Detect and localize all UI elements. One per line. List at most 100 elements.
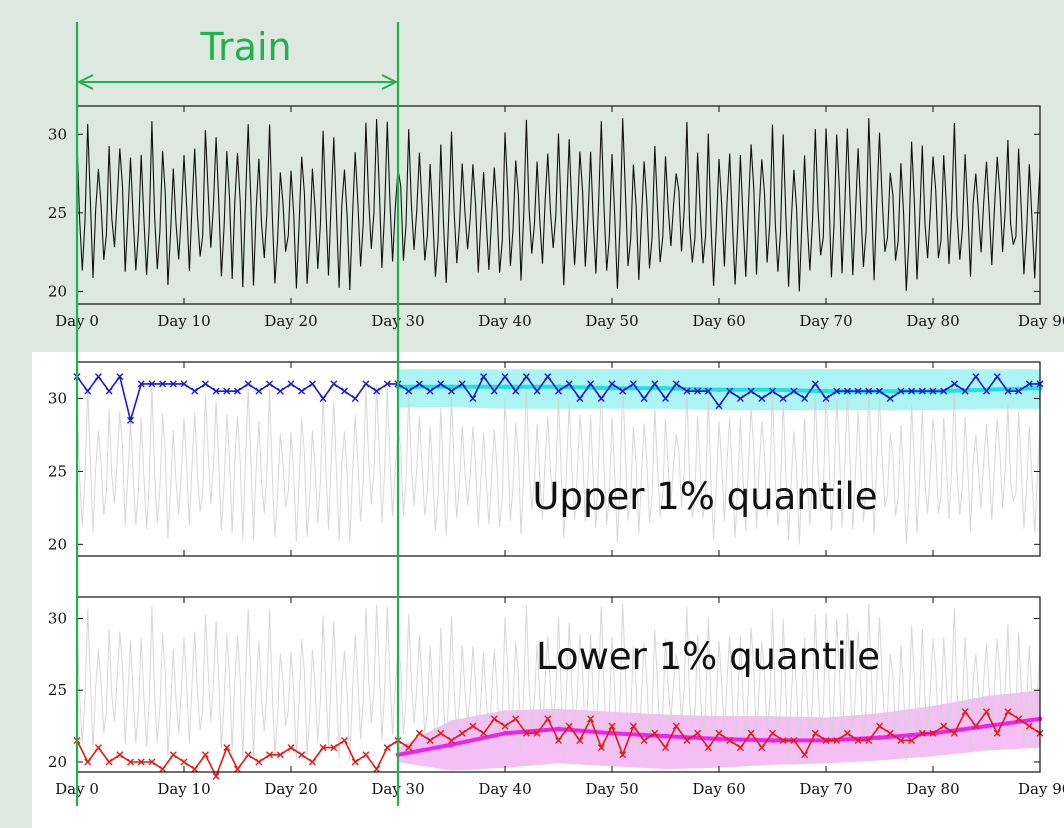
predicted-quantile-point bbox=[449, 384, 454, 390]
observed-quantile-marker bbox=[811, 729, 819, 737]
train-arrow-left-head bbox=[76, 74, 94, 90]
predicted-quantile-point bbox=[663, 733, 668, 739]
observed-quantile-marker bbox=[266, 380, 274, 388]
observed-quantile-marker bbox=[533, 729, 541, 737]
observed-quantile-marker bbox=[950, 380, 958, 388]
observed-quantile-marker bbox=[244, 751, 252, 759]
observed-quantile-marker bbox=[501, 373, 509, 381]
observed-quantile-marker bbox=[790, 736, 798, 744]
observed-quantile-marker bbox=[373, 387, 381, 395]
observed-quantile-marker bbox=[736, 394, 744, 402]
observed-quantile-marker bbox=[726, 736, 734, 744]
predicted-quantile-point bbox=[502, 384, 508, 390]
observed-quantile-marker bbox=[94, 744, 102, 752]
observed-quantile-marker bbox=[555, 736, 562, 744]
train-window-marker bbox=[75, 22, 400, 806]
predicted-quantile-point bbox=[716, 387, 722, 393]
observed-quantile-marker bbox=[415, 380, 423, 388]
observed-quantile-marker bbox=[565, 722, 573, 730]
observed-quantile-marker bbox=[223, 744, 231, 752]
observed-quantile-marker bbox=[191, 387, 199, 395]
observed-quantile-marker bbox=[565, 380, 573, 388]
y-tick-label: 20 bbox=[48, 535, 67, 553]
x-tick-label: Day 10 bbox=[157, 312, 210, 330]
x-tick-label: Day 40 bbox=[478, 780, 531, 798]
observed-quantile-marker bbox=[287, 380, 295, 388]
observed-quantile-marker bbox=[276, 387, 284, 395]
x-tick-label: Day 60 bbox=[692, 780, 745, 798]
observed-quantile-marker bbox=[298, 751, 306, 759]
x-tick-label: Day 60 bbox=[692, 312, 745, 330]
observed-quantile-marker bbox=[191, 765, 199, 773]
observed-quantile-marker bbox=[983, 708, 990, 716]
observed-quantile-marker bbox=[608, 722, 616, 730]
observed-quantile-marker bbox=[865, 387, 873, 395]
observed-quantile-marker bbox=[180, 758, 188, 766]
observed-quantile-marker bbox=[490, 387, 498, 395]
observed-quantile-marker bbox=[726, 387, 734, 395]
observed-quantile-marker bbox=[929, 387, 937, 395]
observed-quantile-marker bbox=[362, 380, 370, 388]
observed-quantile-marker bbox=[1004, 708, 1012, 716]
observed-quantile-marker bbox=[544, 715, 552, 723]
observed-quantile-marker bbox=[180, 380, 188, 388]
observed-quantile-marker bbox=[843, 387, 851, 395]
observed-quantile-marker bbox=[801, 751, 809, 759]
observed-quantile-marker bbox=[201, 751, 209, 759]
observed-quantile-marker bbox=[319, 744, 327, 752]
observed-quantile-marker bbox=[918, 387, 926, 395]
observed-quantile-marker bbox=[833, 387, 841, 395]
observed-quantile-marker bbox=[940, 387, 948, 395]
observed-quantile-marker bbox=[266, 751, 274, 759]
observed-quantile-marker bbox=[105, 387, 113, 395]
observed-quantile-marker bbox=[501, 722, 509, 730]
observed-quantile-marker bbox=[223, 387, 231, 395]
observed-quantile-marker bbox=[704, 744, 712, 752]
observed-quantile-marker bbox=[308, 380, 316, 388]
observed-quantile-marker bbox=[683, 387, 691, 395]
observed-quantile-marker bbox=[886, 394, 894, 402]
observed-quantile-marker bbox=[437, 380, 445, 388]
observed-quantile-marker bbox=[876, 722, 883, 730]
observed-quantile-marker bbox=[704, 387, 712, 395]
x-tick-label: Day 90 bbox=[1018, 312, 1064, 330]
observed-quantile-marker bbox=[94, 373, 102, 381]
observed-quantile-marker bbox=[555, 387, 562, 395]
observed-quantile-marker bbox=[480, 373, 488, 381]
observed-quantile-marker bbox=[341, 387, 348, 395]
predicted-quantile-point bbox=[823, 388, 829, 394]
observed-quantile-marker bbox=[886, 729, 894, 737]
x-tick-label: Day 80 bbox=[906, 312, 959, 330]
y-tick-label: 25 bbox=[48, 681, 67, 699]
y-tick-label: 30 bbox=[48, 610, 67, 628]
observed-quantile-marker bbox=[629, 380, 637, 388]
observed-quantile-marker bbox=[169, 751, 177, 759]
observed-quantile-marker bbox=[576, 394, 584, 402]
predicted-quantile-point bbox=[502, 730, 508, 736]
observed-quantile-marker bbox=[212, 772, 220, 780]
observed-quantile-marker bbox=[405, 387, 413, 395]
observed-quantile-marker bbox=[341, 736, 348, 744]
observed-quantile-marker bbox=[576, 736, 584, 744]
predicted-quantile-point bbox=[984, 723, 989, 729]
observed-quantile-marker bbox=[383, 744, 391, 752]
observed-quantile-marker bbox=[769, 729, 776, 737]
observed-quantile-marker bbox=[833, 736, 841, 744]
predicted-quantile-point bbox=[716, 736, 722, 742]
observed-quantile-marker bbox=[127, 758, 134, 766]
observed-quantile-marker bbox=[822, 736, 830, 744]
x-tick-label: Day 50 bbox=[585, 780, 638, 798]
observed-quantile-marker bbox=[255, 758, 263, 766]
observed-quantile-marker bbox=[234, 387, 241, 395]
observed-quantile-marker bbox=[983, 387, 990, 395]
predicted-quantile-point bbox=[449, 742, 454, 748]
predicted-quantile-point bbox=[877, 735, 882, 740]
y-tick-label: 25 bbox=[48, 204, 67, 222]
observed-quantile-marker bbox=[458, 380, 466, 388]
observed-quantile-marker bbox=[490, 715, 498, 723]
upper-quantile-label: Upper 1% quantile bbox=[532, 475, 877, 518]
observed-quantile-marker bbox=[940, 722, 948, 730]
train-arrow-right-head bbox=[381, 74, 399, 90]
